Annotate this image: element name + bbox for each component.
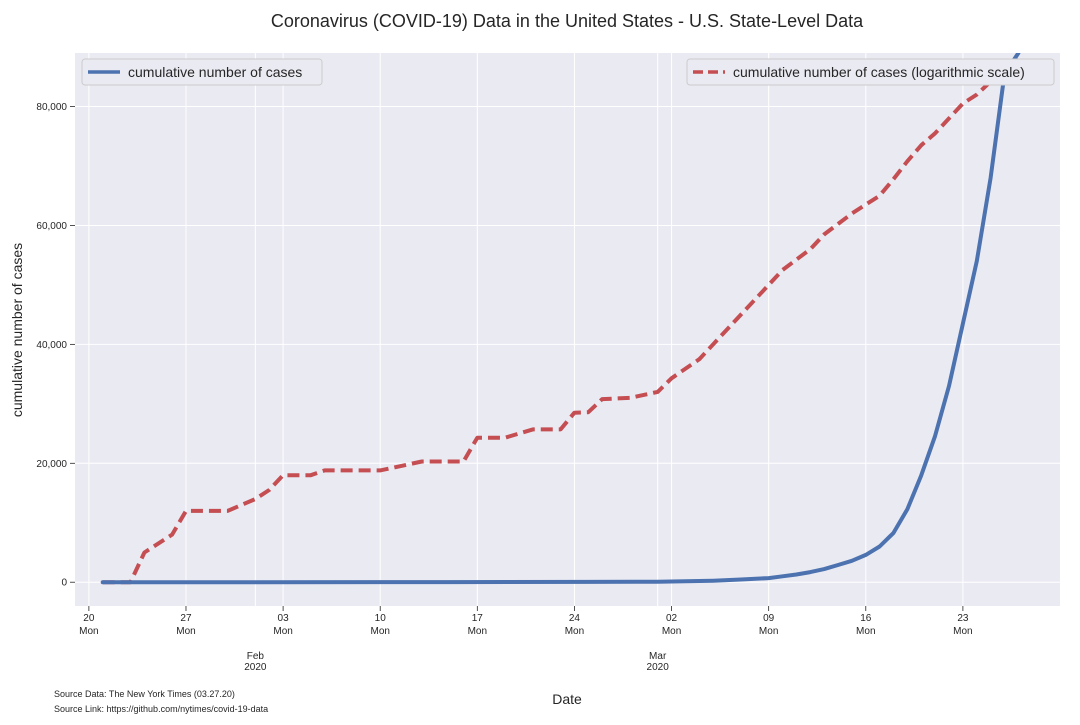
x-tick-day-label: 02 — [666, 613, 678, 624]
x-tick-day-label: 10 — [375, 613, 387, 624]
y-tick-label: 20,000 — [36, 459, 67, 470]
x-axis-label: Date — [552, 691, 582, 707]
chart-title: Coronavirus (COVID-19) Data in the Unite… — [271, 11, 864, 31]
legend-label: cumulative number of cases (logarithmic … — [733, 64, 1025, 80]
x-tick-weekday-label: Mon — [468, 626, 487, 637]
legend-box — [686, 58, 1055, 86]
x-tick-weekday-label: Mon — [953, 626, 972, 637]
y-tick-label: 40,000 — [36, 340, 67, 351]
x-tick-day-label: 16 — [860, 613, 872, 624]
x-tick-weekday-label: Mon — [662, 626, 681, 637]
x-month-label: Mar — [649, 651, 667, 662]
x-year-label: 2020 — [244, 662, 267, 673]
axis-ticks: 0 20,000 40,000 60,000 80,000 20 Mon 27 Mon 03 Mon… — [36, 102, 972, 673]
x-tick-day-label: 09 — [763, 613, 775, 624]
legend-right: cumulative number of cases (logarithmic … — [686, 58, 1055, 86]
x-tick-day-label: 23 — [957, 613, 969, 624]
x-tick-day-label: 03 — [278, 613, 290, 624]
legend-label: cumulative number of cases — [128, 64, 302, 80]
x-tick-weekday-label: Mon — [370, 626, 389, 637]
x-tick-weekday-label: Mon — [856, 626, 875, 637]
legend-left: cumulative number of cases — [81, 58, 323, 86]
y-tick-label: 60,000 — [36, 221, 67, 232]
x-tick-weekday-label: Mon — [565, 626, 584, 637]
y-axis-label: cumulative number of cases — [9, 243, 25, 417]
x-tick-weekday-label: Mon — [759, 626, 778, 637]
y-tick-label: 0 — [61, 578, 67, 589]
grid-lines — [75, 53, 1060, 606]
series-line-cases — [100, 53, 1021, 585]
series-lines — [100, 53, 1021, 585]
x-tick-weekday-label: Mon — [176, 626, 195, 637]
x-tick-weekday-label: Mon — [79, 626, 98, 637]
x-tick-day-label: 24 — [569, 613, 581, 624]
legend-box — [81, 58, 323, 86]
x-tick-day-label: 20 — [83, 613, 95, 624]
x-tick-day-label: 17 — [472, 613, 484, 624]
x-month-label: Feb — [247, 651, 265, 662]
x-tick-weekday-label: Mon — [273, 626, 292, 637]
y-tick-label: 80,000 — [36, 102, 67, 113]
x-tick-day-label: 27 — [180, 613, 192, 624]
plot-area — [75, 53, 1060, 606]
x-year-label: 2020 — [647, 662, 670, 673]
source-link-note: Source Link: https://github.com/nytimes/… — [54, 704, 269, 714]
source-data-note: Source Data: The New York Times (03.27.2… — [54, 689, 235, 699]
